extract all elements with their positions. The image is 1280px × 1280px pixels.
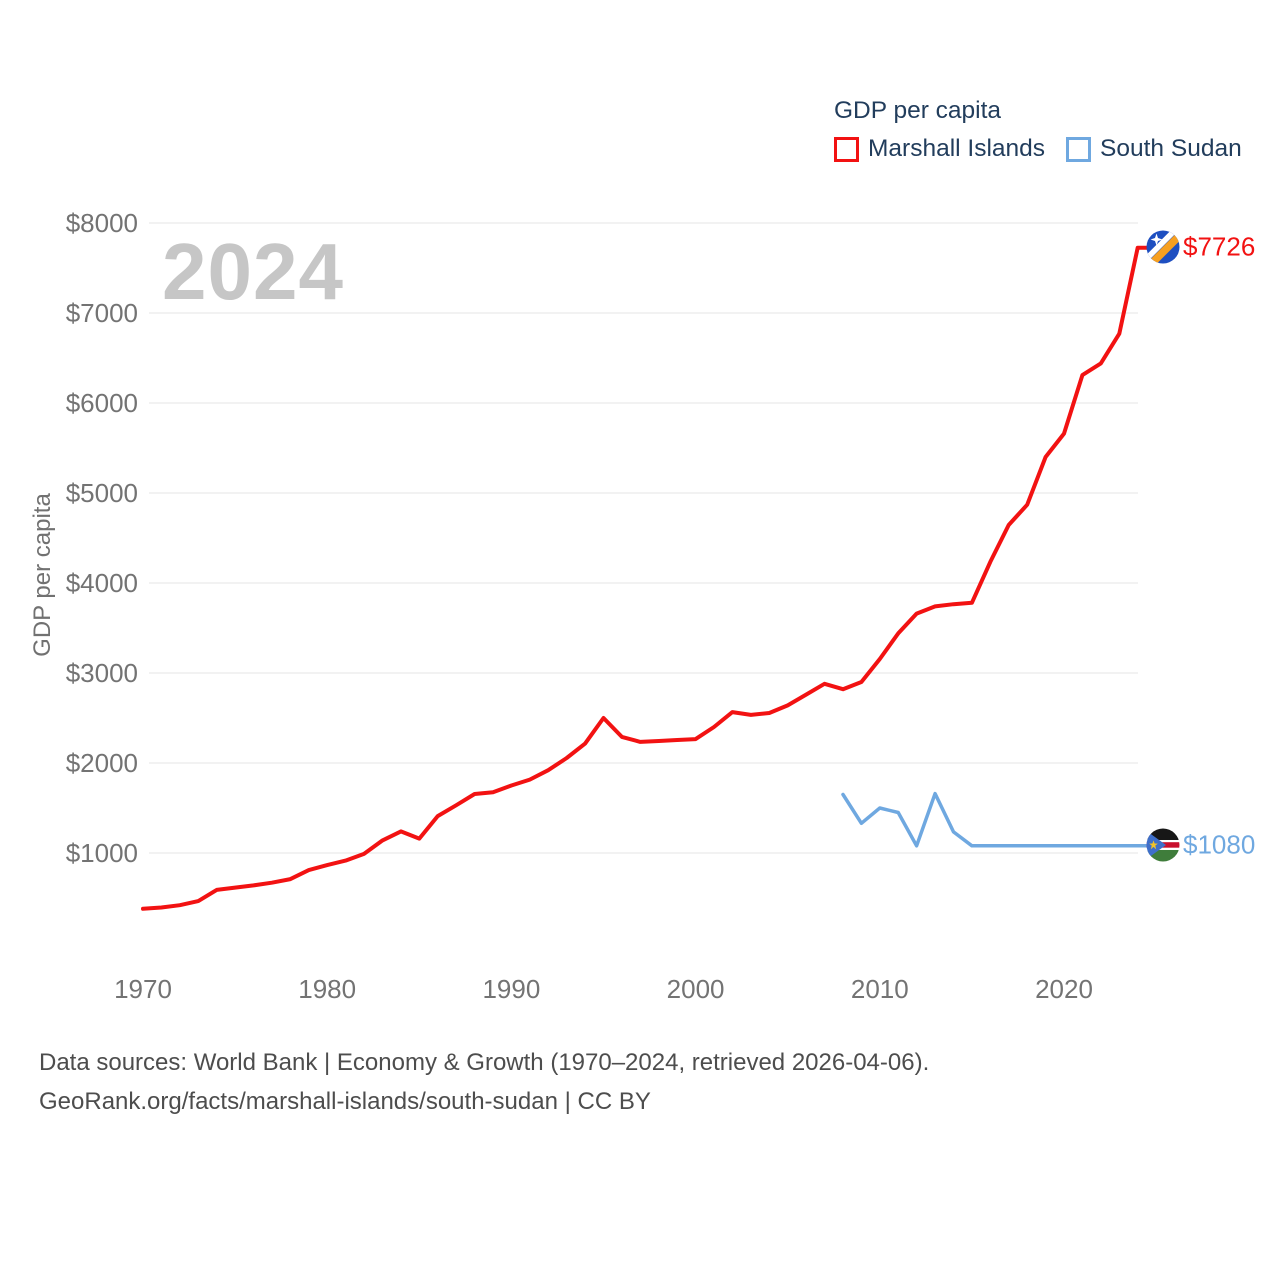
south-sudan-series-swatch (1066, 136, 1092, 162)
gridlines (149, 222, 1138, 854)
marshall-islands-end-value-label: $7726 (1183, 231, 1256, 262)
svg-text:$5000: $5000 (66, 478, 138, 508)
svg-text:$8000: $8000 (66, 208, 138, 238)
legend: GDP per capita Marshall Islands South Su… (834, 97, 1242, 163)
legend-item-south-sudan[interactable]: South Sudan (1066, 135, 1242, 163)
legend-item-label: Marshall Islands (868, 135, 1046, 162)
svg-text:1990: 1990 (482, 974, 540, 1004)
legend-item-marshall-islands[interactable]: Marshall Islands (834, 135, 1045, 163)
svg-text:$6000: $6000 (66, 388, 138, 418)
svg-text:$1000: $1000 (66, 838, 138, 868)
year-watermark: 2024 (162, 227, 344, 316)
data-sources-footer: Data sources: World Bank | Economy & Gro… (39, 1044, 929, 1121)
marshall-islands-flag-icon (1146, 230, 1180, 264)
svg-text:2020: 2020 (1035, 974, 1093, 1004)
svg-text:1980: 1980 (298, 974, 356, 1004)
marshall-islands-series-swatch (834, 136, 859, 162)
svg-text:$7000: $7000 (66, 298, 138, 328)
legend-title: GDP per capita (834, 97, 1002, 124)
legend-item-label: South Sudan (1100, 135, 1242, 162)
svg-text:$3000: $3000 (66, 658, 138, 688)
south-sudan-end-value-label: $1080 (1183, 829, 1256, 860)
svg-text:2010: 2010 (851, 974, 909, 1004)
svg-text:1970: 1970 (114, 974, 172, 1004)
svg-text:$4000: $4000 (66, 568, 138, 598)
footer-line-1: Data sources: World Bank | Economy & Gro… (39, 1049, 930, 1076)
y-tick-labels: $1000 $2000 $3000 $4000 $5000 $6000 $7000 $8000 (66, 208, 138, 868)
svg-text:2000: 2000 (667, 974, 725, 1004)
y-axis-title: GDP per capita (29, 493, 56, 657)
series-lines (141, 245, 1150, 911)
footer-line-2: GeoRank.org/facts/marshall-islands/south… (39, 1087, 651, 1115)
x-tick-labels: 1970 1980 1990 2000 2010 2020 (114, 974, 1093, 1004)
legend-items: Marshall Islands South Sudan (834, 135, 1242, 163)
svg-text:$2000: $2000 (66, 748, 138, 778)
south-sudan-flag-icon (1146, 828, 1180, 862)
